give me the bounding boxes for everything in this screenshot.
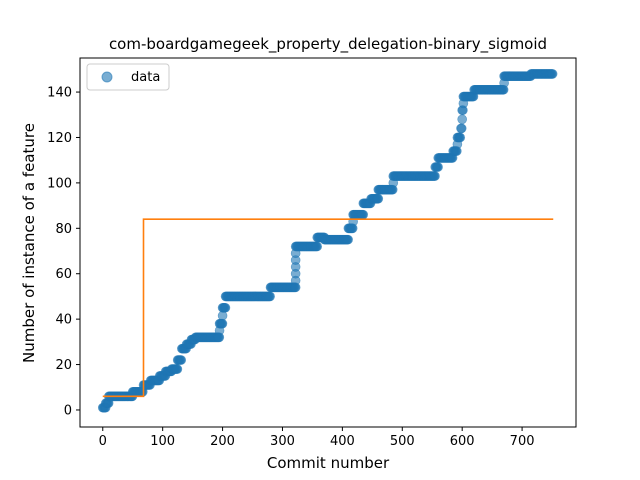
data-point: [265, 291, 275, 302]
chart-title: com-boardgamegeek_property_delegation-bi…: [109, 35, 547, 54]
data-point: [220, 302, 231, 313]
axes-frame: [79, 57, 577, 428]
data-point: [373, 193, 384, 204]
y-tick-label: 80: [55, 222, 72, 237]
data-point: [172, 364, 183, 374]
y-tick-label: 0: [64, 403, 72, 418]
y-tick-label: 140: [47, 86, 72, 101]
y-axis-ticks: 0 20 40 60 80 100 120 140: [47, 86, 80, 418]
x-tick-label: 500: [390, 434, 415, 449]
data-point: [430, 171, 440, 181]
data-point: [217, 310, 228, 321]
legend: data: [86, 63, 170, 91]
x-axis-label: Commit number: [267, 454, 390, 472]
data-point: [217, 318, 228, 329]
data-point: [343, 234, 353, 245]
data-point: [433, 162, 443, 172]
plot-area: [97, 69, 558, 413]
legend-marker-data: [101, 71, 113, 83]
data-point: [176, 355, 187, 365]
y-tick-label: 60: [55, 267, 72, 282]
y-tick-label: 20: [55, 358, 72, 373]
x-tick-label: 200: [210, 434, 235, 449]
legend-label-data: data: [131, 70, 160, 85]
x-tick-label: 400: [330, 434, 355, 449]
data-point: [456, 123, 467, 134]
x-tick-label: 300: [270, 434, 295, 449]
fit-line: [102, 218, 554, 398]
x-tick-label: 700: [510, 434, 535, 449]
y-tick-label: 100: [47, 176, 72, 191]
data-point: [455, 132, 466, 143]
x-tick-label: 600: [450, 434, 475, 449]
legend-box: [86, 63, 170, 91]
x-tick-label: 0: [99, 434, 107, 449]
data-point: [547, 69, 558, 79]
y-tick-label: 40: [55, 313, 72, 328]
y-tick-label: 120: [47, 131, 72, 146]
x-tick-label: 100: [150, 434, 175, 449]
data-point: [358, 209, 369, 220]
x-axis-ticks: 0 100 200 300 400 500 600 700: [99, 427, 535, 449]
data-point: [312, 241, 323, 252]
y-axis-label: Number of instance of a feature: [20, 123, 38, 363]
data-point: [457, 114, 467, 125]
